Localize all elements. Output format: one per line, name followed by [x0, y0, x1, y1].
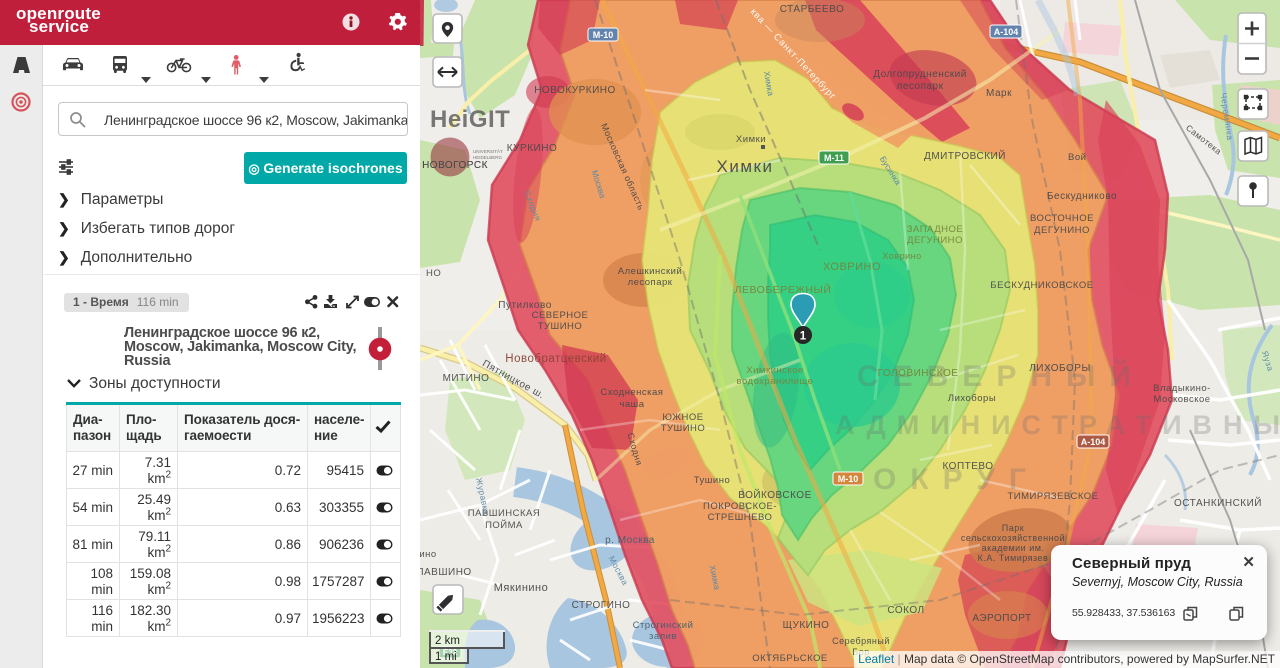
svg-text:ТУШИНО: ТУШИНО [538, 321, 583, 332]
svg-text:МИТИНО: МИТИНО [443, 373, 490, 384]
svg-text:2 km: 2 km [435, 635, 460, 647]
svg-text:ВОЙКОВСКОЕ: ВОЙКОВСКОЕ [738, 488, 812, 501]
svg-text:Химки: Химки [717, 157, 774, 176]
svg-text:ЮЖНОЕ: ЮЖНОЕ [662, 412, 703, 423]
svg-text:Парк: Парк [1002, 523, 1024, 533]
svg-text:М-10: М-10 [593, 30, 614, 40]
svg-text:водохранилище: водохранилище [737, 376, 814, 387]
svg-text:чаша: чаша [619, 399, 644, 410]
svg-text:ДМИТРОВСКИЙ: ДМИТРОВСКИЙ [924, 149, 1006, 162]
svg-text:СЕВЕРНЫЙ: СЕВЕРНЫЙ [857, 359, 1145, 393]
svg-text:1: 1 [800, 331, 807, 343]
svg-text:ГОЛОВИНСКОЕ: ГОЛОВИНСКОЕ [878, 368, 959, 379]
svg-text:СЕВЕРНОЕ: СЕВЕРНОЕ [532, 310, 589, 321]
svg-text:Сходненская: Сходненская [601, 387, 664, 398]
svg-text:Марк: Марк [986, 88, 1012, 99]
svg-text:Химкинское: Химкинское [746, 365, 803, 376]
svg-text:ОСТАНКИНСКИЙ: ОСТАНКИНСКИЙ [1174, 496, 1262, 509]
svg-text:ЛЕВОБЕРЕЖНЫЙ: ЛЕВОБЕРЕЖНЫЙ [735, 283, 832, 296]
svg-text:ПАВШИНСКАЯ: ПАВШИНСКАЯ [468, 508, 541, 519]
svg-text:БЕСКУДНИКОВСКОЕ: БЕСКУДНИКОВСКОЕ [990, 280, 1093, 291]
svg-text:HeiGIT: HeiGIT [430, 106, 510, 133]
svg-text:ПОКРОВСКОЕ-: ПОКРОВСКОЕ- [703, 501, 777, 512]
svg-text:ДЕГУНИНО: ДЕГУНИНО [907, 235, 963, 246]
svg-text:ино: ино [420, 549, 437, 560]
svg-text:АЭРОПОРТ: АЭРОПОРТ [972, 613, 1031, 624]
svg-text:М-11: М-11 [824, 153, 844, 163]
svg-text:HEIDELBERG: HEIDELBERG [473, 155, 503, 160]
svg-text:А-104: А-104 [1081, 437, 1106, 447]
svg-text:залив: залив [649, 631, 677, 642]
svg-text:лесопарк: лесопарк [897, 81, 944, 92]
svg-text:ЗАПАДНОЕ: ЗАПАДНОЕ [907, 224, 963, 235]
svg-text:А-104: А-104 [994, 27, 1019, 37]
svg-text:Долгопрудненский: Долгопрудненский [873, 69, 967, 80]
svg-text:НО: НО [426, 268, 441, 279]
svg-text:ВОСТОЧНОЕ: ВОСТОЧНОЕ [1030, 213, 1094, 224]
svg-text:АДМИНИСТРАТИВНЫЙ: АДМИНИСТРАТИВНЫЙ [835, 409, 1280, 440]
svg-text:Химка: Химка [762, 70, 776, 97]
svg-text:НОВОГОРСК: НОВОГОРСК [422, 160, 488, 171]
svg-text:ПАВШИНО: ПАВШИНО [420, 567, 472, 578]
svg-text:Тушино: Тушино [694, 475, 730, 486]
svg-text:ПОЙМА: ПОЙМА [485, 519, 523, 531]
svg-text:Вой: Вой [1068, 152, 1086, 163]
svg-text:Лихоборы: Лихоборы [948, 393, 996, 404]
svg-text:ОКРУГ: ОКРУГ [873, 463, 1040, 496]
svg-text:ХОВРИНО: ХОВРИНО [823, 261, 881, 273]
svg-text:Мякинино: Мякинино [494, 582, 549, 594]
svg-text:ОКТЯБРЬСКОЕ: ОКТЯБРЬСКОЕ [752, 653, 828, 664]
svg-text:р. Москва: р. Москва [605, 535, 655, 546]
svg-text:М-10: М-10 [838, 474, 859, 484]
svg-text:Серебряный: Серебряный [832, 636, 890, 646]
svg-text:Владыкино-: Владыкино- [1153, 383, 1211, 394]
svg-text:СТАРБЕЕВО: СТАРБЕЕВО [780, 4, 845, 15]
svg-text:КУРКИНО: КУРКИНО [507, 143, 557, 154]
svg-text:ДЕГУНИНО: ДЕГУНИНО [1034, 225, 1090, 236]
svg-text:ЩУКИНО: ЩУКИНО [783, 620, 830, 631]
svg-text:1 mi: 1 mi [435, 651, 457, 663]
svg-text:Строгинский: Строгинский [633, 620, 694, 631]
svg-text:ТУШИНО: ТУШИНО [661, 423, 706, 434]
svg-text:ТИМИРЯЗЕВСКОЕ: ТИМИРЯЗЕВСКОЕ [1008, 491, 1099, 502]
svg-text:СОКОЛ: СОКОЛ [887, 605, 924, 616]
svg-text:академии им.: академии им. [982, 543, 1045, 553]
svg-text:СТРЕШНЕВО: СТРЕШНЕВО [708, 512, 773, 523]
svg-text:Химки: Химки [736, 134, 766, 145]
svg-text:лесопарк: лесопарк [628, 277, 673, 288]
svg-text:Московское: Московское [1153, 394, 1210, 405]
svg-text:Новобратцевский: Новобратцевский [505, 353, 606, 365]
svg-text:Бескудниково: Бескудниково [1047, 191, 1117, 202]
svg-text:ЛИХОБОРЫ: ЛИХОБОРЫ [1029, 363, 1091, 374]
svg-text:сельскохозяйственной: сельскохозяйственной [961, 533, 1065, 543]
svg-text:UNIVERSITÄT: UNIVERSITÄT [473, 148, 503, 154]
svg-text:НОВОКУРКИНО: НОВОКУРКИНО [534, 85, 616, 96]
svg-text:К.А. Тимирязев: К.А. Тимирязев [978, 553, 1049, 563]
svg-text:Алешкинский: Алешкинский [618, 266, 683, 277]
svg-text:КОПТЕВО: КОПТЕВО [942, 461, 993, 472]
svg-text:Путилково: Путилково [498, 300, 552, 311]
svg-text:СТРОГИНО: СТРОГИНО [572, 600, 631, 611]
svg-text:Ховрино: Ховрино [882, 251, 921, 261]
